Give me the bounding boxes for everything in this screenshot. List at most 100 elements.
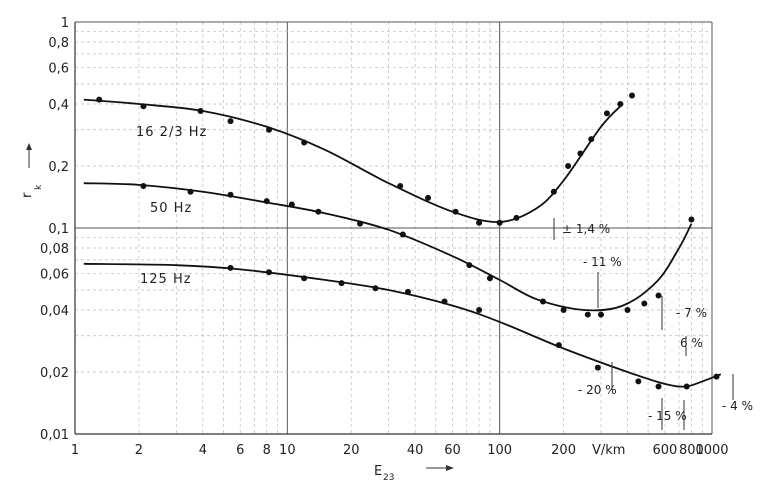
x-tick-label: 6 [236,443,244,458]
x-axis-label-main: E [374,464,382,479]
y-tick-label: 0,1 [48,222,69,237]
data-point [187,188,194,195]
y-axis-label-main: r [20,192,35,198]
data-point [301,275,308,282]
data-point [513,214,520,221]
data-point [617,100,624,107]
data-point [452,208,459,215]
data-point [399,231,406,238]
data-point [603,110,610,117]
x-tick-label: 1000 [695,443,728,458]
x-tick-label: 100 [487,443,512,458]
curve-label-125-hz: 125 Hz [140,272,192,287]
y-axis-arrowhead [26,143,32,150]
x-tick-label: 2 [135,443,143,458]
data-point [140,103,147,110]
data-point [338,280,345,287]
axes [74,22,712,435]
series-line-1 [83,182,693,312]
data-point [550,188,557,195]
x-unit-label: V/km [592,443,625,458]
data-point [357,220,364,227]
data-point [655,383,662,390]
data-point [584,311,591,318]
series-line-0 [83,98,624,223]
error-bars [553,218,734,430]
y-tick-label: 0,06 [40,268,69,283]
x-tick-label: 800 [679,443,704,458]
y-tick-label: 0,04 [40,304,69,319]
data-point [540,298,547,305]
x-tick-label: 20 [343,443,360,458]
data-point [713,373,720,380]
y-axis-label: r k [20,184,44,198]
data-point [397,182,404,189]
data-point [496,219,503,226]
data-point [624,306,631,313]
data-point [555,342,562,349]
data-point [227,118,234,125]
data-point [140,182,147,189]
y-tick-label: 0,2 [48,160,69,175]
x-tick-label: 60 [444,443,461,458]
data-point [263,198,270,205]
y-tick-label: 0,08 [40,242,69,257]
data-point [683,383,690,390]
x-tick-label: 200 [551,443,576,458]
x-tick-label: 600 [652,443,677,458]
data-point [266,269,273,276]
annotation-5: - 20 % [578,383,617,397]
x-tick-label: 4 [199,443,207,458]
x-tick-label: 8 [263,443,271,458]
data-point [266,126,273,133]
data-point [372,285,379,292]
series-layer [83,92,722,390]
data-point [466,262,473,269]
y-tick-label: 0,02 [40,366,69,381]
data-point [301,139,308,146]
annotation-7: - 4 % [722,399,753,413]
grid [74,21,713,435]
annotation-1: ± 1,4 % [562,222,610,236]
data-point [597,311,604,318]
data-point [425,194,432,201]
data-point [641,300,648,307]
curve-label-50-hz: 50 Hz [150,201,192,216]
x-axis-arrowhead [446,465,454,471]
curve-label-16-hz: 16 2/3 Hz [136,125,207,140]
data-point [635,378,642,385]
data-point [588,136,595,143]
data-point [688,216,695,223]
data-point [227,191,234,198]
x-tick-label: 1 [71,443,79,458]
x-tick-label: 40 [407,443,424,458]
data-point [486,275,493,282]
data-point [565,162,572,169]
x-tick-label: 10 [279,443,296,458]
data-point [197,107,204,114]
y-axis-label-sub: k [34,184,44,190]
data-point [404,288,411,295]
annotation-3: - 7 % [676,306,707,320]
data-point [577,150,584,157]
annotation-2: - 11 % [583,255,622,269]
data-point [560,306,567,313]
y-tick-label: 0,4 [48,98,69,113]
data-point [594,364,601,371]
data-point [96,96,103,103]
data-point [655,292,662,299]
data-point [476,219,483,226]
x-axis-label-sub: 23 [383,473,394,483]
y-tick-label: 0,8 [48,36,69,51]
data-point [476,306,483,313]
data-point [629,92,636,99]
data-point [288,201,295,208]
annotation-4: 6 % [680,336,703,350]
y-tick-label: 0,01 [40,428,69,443]
y-tick-label: 0,6 [48,62,69,77]
data-point [441,298,448,305]
y-tick-label: 1 [61,16,69,31]
data-point [315,208,322,215]
